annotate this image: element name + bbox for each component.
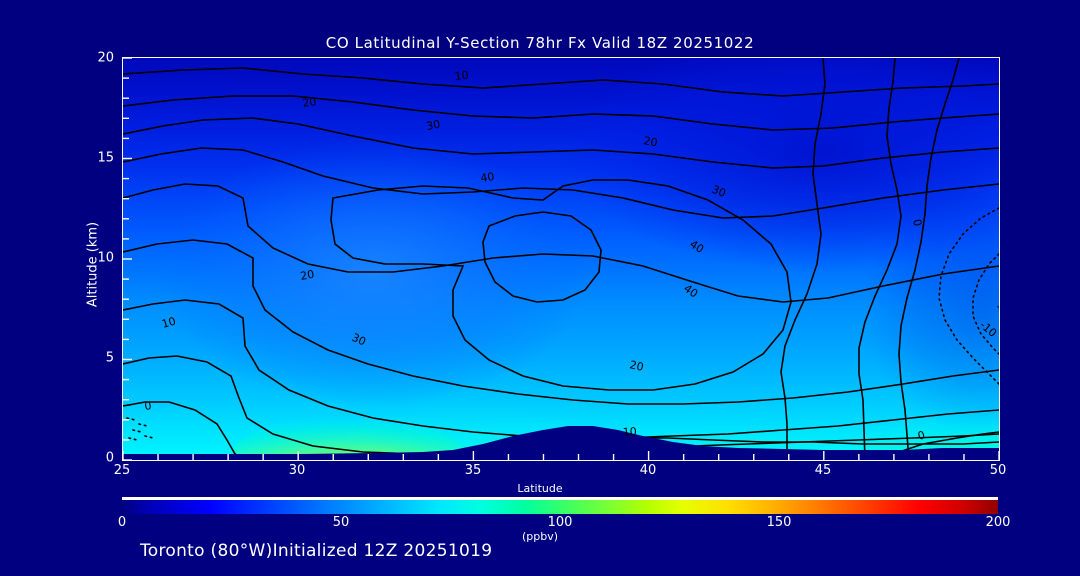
svg-text:20: 20 bbox=[642, 134, 658, 149]
x-tick-25: 25 bbox=[113, 463, 131, 478]
colorbar-tick-0: 0 bbox=[117, 515, 127, 530]
svg-text:10: 10 bbox=[454, 69, 469, 83]
svg-text:10: 10 bbox=[160, 315, 177, 331]
terrain-mask bbox=[123, 426, 999, 460]
x-tick-40: 40 bbox=[639, 463, 657, 478]
surface-enhancement-north bbox=[853, 408, 999, 460]
colorbar-tick-150: 150 bbox=[766, 515, 792, 530]
svg-text:30: 30 bbox=[710, 183, 728, 200]
contour-lines-dashed bbox=[126, 207, 999, 441]
svg-text:0: 0 bbox=[910, 218, 924, 228]
y-tick-5: 5 bbox=[105, 350, 114, 366]
x-tick-45: 45 bbox=[814, 463, 832, 478]
colorbar-tick-200: 200 bbox=[985, 515, 1011, 530]
shaded-lobe-left bbox=[158, 138, 588, 408]
y-tick-10: 10 bbox=[97, 250, 114, 266]
svg-text:30: 30 bbox=[425, 118, 441, 133]
svg-text:20: 20 bbox=[628, 358, 644, 374]
y-tick-15: 15 bbox=[97, 150, 114, 166]
svg-text:0: 0 bbox=[144, 399, 153, 413]
colorbar-tick-100: 100 bbox=[547, 515, 573, 530]
plot-canvas: 10 20 30 20 40 30 40 40 20 0 -10 10 30 -… bbox=[123, 58, 999, 460]
svg-text:0: 0 bbox=[916, 428, 926, 442]
page-title: CO Latitudinal Y-Section 78hr Fx Valid 1… bbox=[325, 34, 755, 52]
x-tick-30: 30 bbox=[288, 463, 306, 478]
figure-caption: Toronto (80°W)Initialized 12Z 20251019 bbox=[140, 541, 493, 561]
svg-text:10: 10 bbox=[622, 425, 637, 439]
svg-text:20: 20 bbox=[302, 95, 318, 110]
colorbar-gradient bbox=[122, 500, 998, 514]
colorbar-top-rule bbox=[122, 497, 998, 500]
svg-text:20: 20 bbox=[299, 268, 315, 283]
svg-text:40: 40 bbox=[687, 238, 706, 256]
x-tick-50: 50 bbox=[989, 463, 1007, 478]
x-tick-35: 35 bbox=[464, 463, 482, 478]
svg-text:30: 30 bbox=[350, 331, 368, 349]
colorbar-unit-label: (ppbv) bbox=[521, 530, 559, 543]
svg-text:-10: -10 bbox=[993, 301, 999, 323]
colorbar-tick-50: 50 bbox=[332, 515, 350, 530]
contour-lines-solid bbox=[123, 58, 999, 460]
y-tick-0: 0 bbox=[105, 450, 114, 466]
x-axis-label: Latitude bbox=[517, 482, 563, 495]
surface-plume-max bbox=[230, 414, 466, 460]
cross-section-plot: 10 20 30 20 40 30 40 40 20 0 -10 10 30 -… bbox=[122, 57, 1000, 461]
shaded-lobe-right bbox=[563, 58, 999, 273]
y-tick-20: 20 bbox=[97, 50, 114, 66]
svg-text:40: 40 bbox=[480, 170, 496, 185]
y-axis-label-wrap: Altitude (km) bbox=[86, 57, 494, 307]
